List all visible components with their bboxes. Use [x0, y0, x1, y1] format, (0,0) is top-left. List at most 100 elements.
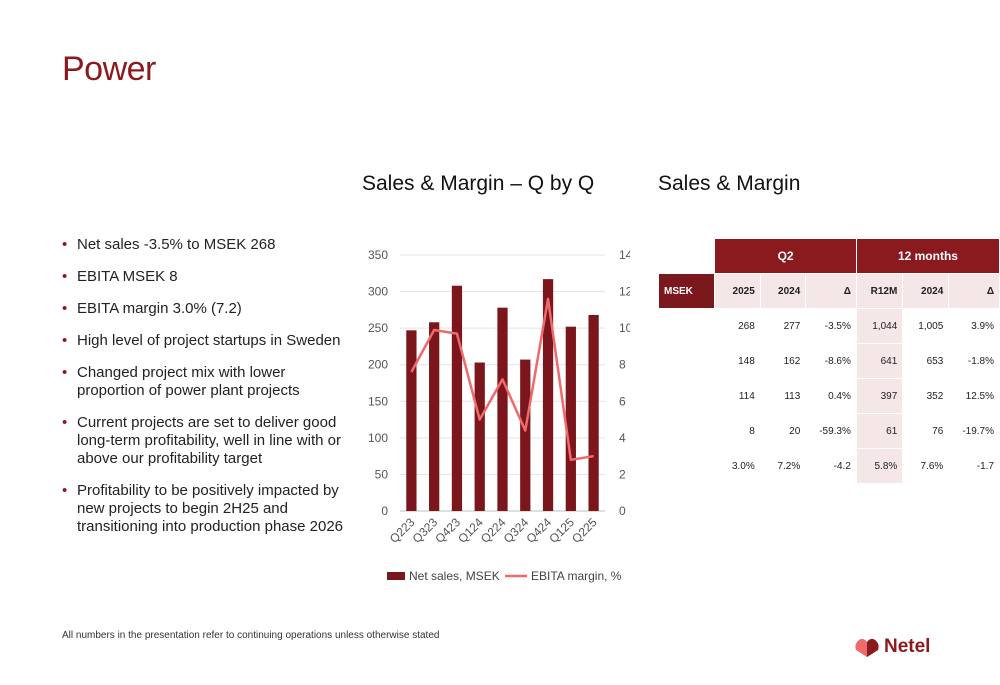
table-cell: 162: [759, 343, 807, 379]
table-cell: -1.8%: [948, 343, 1000, 379]
table-cell: 7.2%: [759, 448, 807, 484]
table-row-label: - Sweden: [657, 343, 716, 379]
table-column-header-row: MSEK 2025 2024 Δ R12M 2024 Δ: [657, 273, 1000, 309]
table-cell: -3.5%: [805, 308, 857, 344]
table-cell: -4.2: [805, 448, 857, 484]
table-cell: 1,044: [855, 308, 904, 344]
y-left-tick-label: 0: [381, 504, 388, 518]
table-row-label: Net sales: [657, 308, 716, 344]
bullet-net-sales: Net sales -3.5% to MSEK 268: [62, 236, 352, 254]
table-col-delta-r12: Δ: [948, 273, 1000, 309]
table-col-2025: 2025: [714, 273, 761, 309]
table-col-r12m: R12M: [855, 273, 904, 309]
table-row-label: EBITA: [657, 413, 716, 449]
x-tick-label: Q124: [455, 515, 486, 546]
table-cell: 5.8%: [855, 448, 904, 484]
table-group-header-q2: Q2: [714, 238, 857, 274]
bar-net-sales: [497, 307, 508, 511]
y-left-tick-label: 50: [375, 467, 389, 481]
y-right-tick-label: 8: [619, 358, 626, 372]
x-tick-label: Q323: [410, 515, 441, 546]
bullet-current-projects: Current projects are set to deliver good…: [62, 414, 352, 468]
table-cell: 114: [714, 378, 761, 414]
table-cell: -59.3%: [805, 413, 857, 449]
netel-logo: Netel: [854, 636, 930, 658]
y-right-tick-label: 0: [619, 504, 626, 518]
table-row: EBITA 8 20 -59.3% 61 76 -19.7%: [657, 413, 1000, 449]
table-group-header-12-months: 12 months: [855, 238, 1000, 274]
page-title: Power: [62, 50, 156, 88]
table-cell: 641: [855, 343, 904, 379]
y-right-tick-label: 14: [619, 248, 630, 262]
bullet-ebita-margin: EBITA margin 3.0% (7.2): [62, 300, 352, 318]
logo-text: Netel: [884, 636, 931, 657]
table-col-msek: MSEK: [657, 273, 716, 309]
legend-label-net-sales: Net sales, MSEK: [409, 569, 500, 583]
table-col-delta: Δ: [805, 273, 857, 309]
table-row: EBITA margin 3.0% 7.2% -4.2 5.8% 7.6% -1…: [657, 448, 1000, 484]
legend-swatch-net-sales: [387, 572, 405, 580]
table-cell: -19.7%: [948, 413, 1000, 449]
y-left-tick-label: 200: [368, 358, 388, 372]
table-cell: 8: [714, 413, 761, 449]
table-header-blank: [657, 238, 716, 274]
table-cell: -8.6%: [805, 343, 857, 379]
bar-net-sales: [588, 314, 599, 511]
footnote: All numbers in the presentation refer to…: [62, 630, 440, 641]
netel-logo-icon: [855, 638, 879, 657]
x-tick-label: Q125: [546, 515, 577, 546]
table-row-label: EBITA margin: [657, 448, 716, 484]
legend-label-ebita-margin: EBITA margin, %: [531, 569, 622, 583]
y-right-tick-label: 6: [619, 394, 626, 408]
table-cell: 7.6%: [902, 448, 950, 484]
y-right-tick-label: 12: [619, 285, 630, 299]
bar-net-sales: [451, 285, 463, 511]
x-tick-label: Q225: [569, 515, 600, 546]
x-tick-label: Q423: [432, 515, 463, 546]
bullet-project-mix: Changed project mix with lower proportio…: [62, 364, 352, 400]
x-tick-label: Q223: [387, 515, 418, 546]
table-cell: 20: [759, 413, 807, 449]
chart-heading: Sales & Margin – Q by Q: [362, 172, 595, 195]
bullet-project-startups: High level of project startups in Sweden: [62, 332, 352, 350]
bullet-profitability-outlook: Profitability to be positively impacted …: [62, 482, 352, 536]
table-cell: 12.5%: [948, 378, 1000, 414]
y-left-tick-label: 150: [368, 394, 388, 408]
table-row-label: - Norway: [657, 378, 716, 414]
table-row: Net sales 268 277 -3.5% 1,044 1,005 3.9%: [657, 308, 1000, 344]
table-cell: -1.7: [948, 448, 1000, 484]
bar-net-sales: [406, 330, 417, 511]
y-left-tick-label: 300: [368, 285, 388, 299]
table-cell: 277: [759, 308, 807, 344]
table-cell: 1,005: [902, 308, 950, 344]
bar-net-sales: [429, 322, 440, 511]
table-cell: 653: [902, 343, 950, 379]
x-tick-label: Q324: [501, 515, 532, 546]
table-cell: 76: [902, 413, 950, 449]
table-cell: 0.4%: [805, 378, 857, 414]
x-tick-label: Q224: [478, 515, 509, 546]
y-left-tick-label: 350: [368, 248, 388, 262]
y-left-tick-label: 100: [368, 431, 388, 445]
line-ebita-margin: [410, 297, 594, 462]
bar-net-sales: [565, 326, 576, 511]
table-cell: 113: [759, 378, 807, 414]
table-cell: 397: [855, 378, 904, 414]
table-row: - Norway 114 113 0.4% 397 352 12.5%: [657, 378, 1000, 414]
table-col-2024: 2024: [759, 273, 807, 309]
table-cell: 61: [855, 413, 904, 449]
sales-margin-table: Q2 12 months MSEK 2025 2024 Δ R12M 2024 …: [657, 238, 1000, 484]
table-cell: 148: [714, 343, 761, 379]
y-left-tick-label: 250: [368, 321, 388, 335]
table-cell: 3.0%: [714, 448, 761, 484]
bar-net-sales: [474, 362, 485, 511]
bar-net-sales: [542, 279, 554, 511]
y-right-tick-label: 10: [619, 321, 630, 335]
sales-margin-chart: 0 50 100 150 200 250 300 350 0 2 4 6 8 10 12 14 Q223Q323…: [368, 248, 630, 583]
table-cell: 3.9%: [948, 308, 1000, 344]
bullet-ebita: EBITA MSEK 8: [62, 268, 352, 286]
y-right-tick-label: 2: [619, 467, 626, 481]
x-tick-label: Q424: [524, 515, 555, 546]
y-right-tick-label: 4: [619, 431, 626, 445]
table-cell: 268: [714, 308, 761, 344]
